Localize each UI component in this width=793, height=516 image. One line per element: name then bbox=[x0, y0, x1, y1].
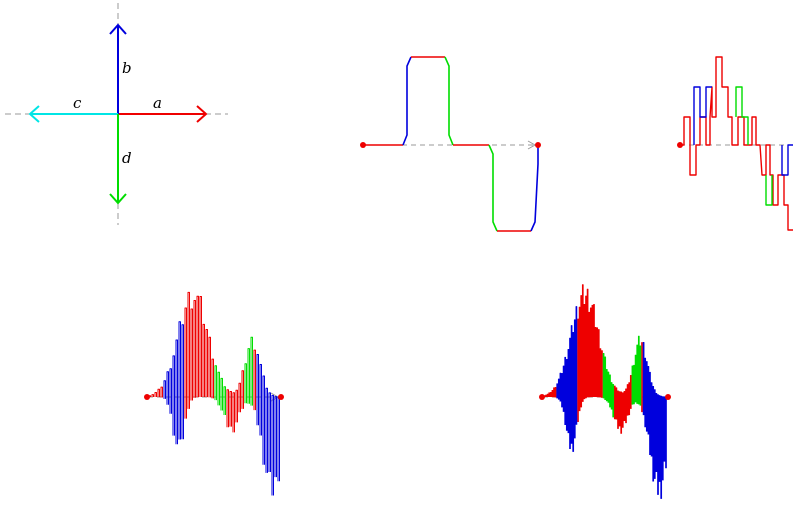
iter4-start-dot bbox=[539, 394, 545, 400]
generator-segment-4 bbox=[444, 56, 454, 146]
iter2-blue-path-b bbox=[781, 144, 793, 176]
iter3-end-dot bbox=[278, 394, 284, 400]
iter3-red-path bbox=[148, 291, 256, 433]
iter4-end-dot bbox=[665, 394, 671, 400]
iter3-start-dot bbox=[144, 394, 150, 400]
legend-arrow-b bbox=[109, 23, 127, 114]
iter3-blue-path bbox=[163, 321, 280, 496]
panel-generator bbox=[360, 56, 541, 232]
iter2-blue-path-a bbox=[693, 86, 712, 145]
legend-arrow-d bbox=[109, 114, 127, 205]
iter4-blue-path bbox=[556, 306, 667, 499]
iter2-start-dot bbox=[677, 142, 683, 148]
iter2-green-path-a bbox=[735, 86, 749, 145]
panel-iteration-2 bbox=[677, 56, 793, 231]
generator-end-dot bbox=[535, 142, 541, 148]
legend-cross: a b c d bbox=[5, 3, 228, 225]
legend-label-d: d bbox=[122, 149, 132, 167]
iter2-red-path bbox=[680, 56, 793, 231]
legend-arrow-c bbox=[28, 105, 118, 123]
legend-arrow-a bbox=[118, 105, 208, 123]
iter4-red-path bbox=[543, 284, 643, 434]
generator-segment-2 bbox=[402, 56, 412, 146]
generator-start-dot bbox=[360, 142, 366, 148]
iter3-green-path bbox=[214, 336, 253, 415]
panel-iteration-4 bbox=[539, 284, 671, 499]
generator-segment-6 bbox=[488, 144, 498, 232]
iter4-green-path bbox=[602, 335, 642, 418]
legend-label-a: a bbox=[153, 94, 162, 112]
panel-iteration-3 bbox=[144, 291, 284, 496]
iter2-green-path-b bbox=[765, 175, 773, 206]
legend-label-c: c bbox=[73, 94, 82, 112]
legend-label-b: b bbox=[122, 59, 132, 77]
generator-segment-8 bbox=[530, 145, 539, 232]
